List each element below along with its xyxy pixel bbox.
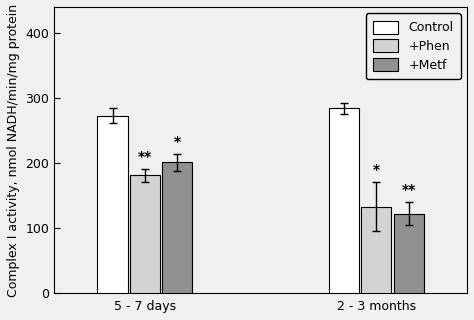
Text: *: * <box>174 135 181 149</box>
Bar <box>329 108 359 293</box>
Bar <box>162 162 192 293</box>
Text: **: ** <box>401 183 416 197</box>
Bar <box>394 214 424 293</box>
Text: **: ** <box>138 150 152 164</box>
Bar <box>130 175 160 293</box>
Legend: Control, +Phen, +Metf: Control, +Phen, +Metf <box>365 13 461 79</box>
Y-axis label: Complex I activity, nmol NADH/min/mg protein: Complex I activity, nmol NADH/min/mg pro… <box>7 4 20 297</box>
Bar <box>361 207 392 293</box>
Text: *: * <box>373 163 380 177</box>
Bar <box>98 116 128 293</box>
